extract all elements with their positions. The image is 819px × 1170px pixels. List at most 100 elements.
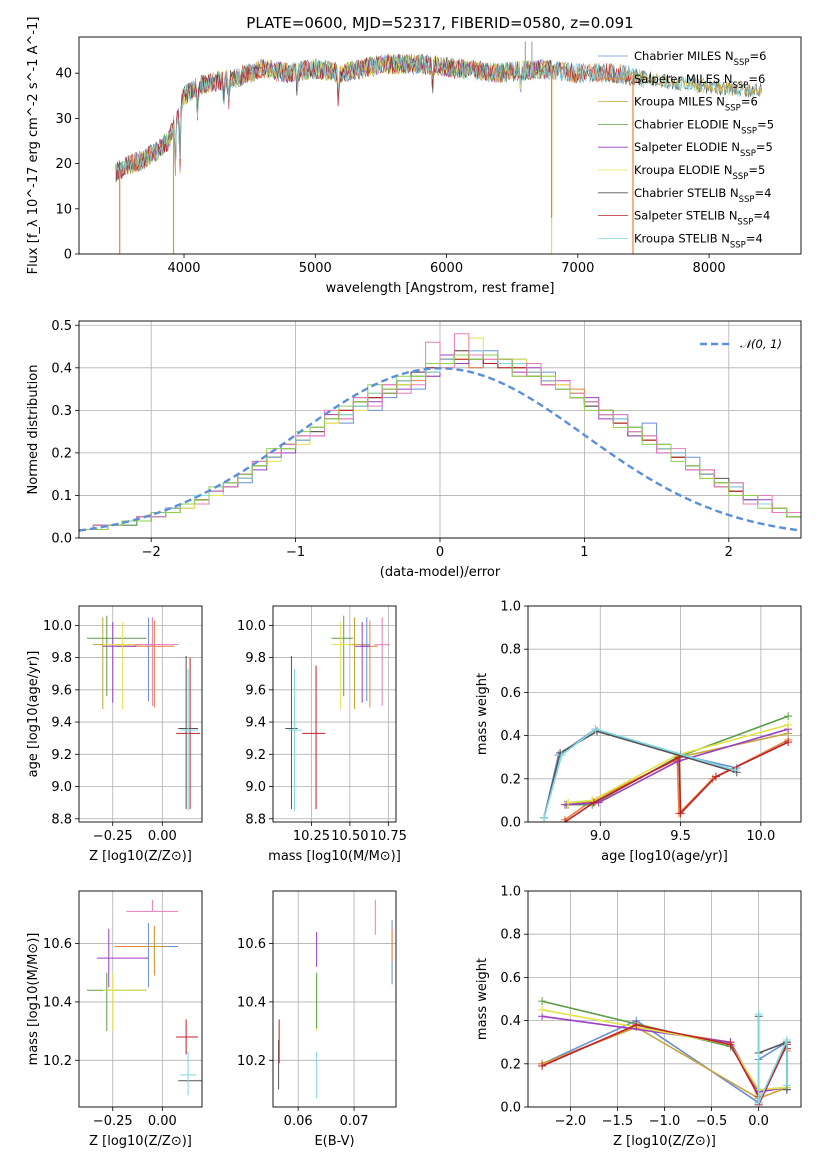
plot-area-age-vs-mass	[285, 615, 390, 811]
y-tick-label: 9.8	[245, 651, 266, 666]
errorbar-point	[302, 665, 326, 810]
y-tick-label: 10.2	[43, 1054, 72, 1069]
x-tick-label: −2	[142, 545, 161, 560]
errorbar-point	[114, 620, 175, 708]
legend-sub: SSP	[732, 172, 748, 182]
series-line	[564, 739, 789, 821]
y-tick-label: 0.1	[51, 489, 72, 504]
y-tick-label: 10.6	[43, 937, 72, 952]
x-tick-label: 1	[580, 545, 588, 560]
y-tick-label: 9.4	[245, 716, 266, 731]
x-tick-label: 0.0	[748, 1114, 769, 1129]
y-tick-label: 10	[55, 202, 72, 217]
y-tick-label: 30	[55, 112, 72, 127]
errorbar-point	[114, 923, 179, 988]
legend-text: Salpeter MILES N	[634, 72, 732, 86]
errorbar-point	[331, 615, 353, 697]
y-tick-label: 9.2	[51, 748, 72, 763]
legend-text: Kroupa MILES N	[634, 95, 725, 109]
errorbar-point	[180, 668, 199, 811]
legend-value: =4	[755, 186, 772, 200]
errorbar-point	[348, 617, 366, 710]
x-axis-label: Z [log10(Z/Z⊙)]	[613, 1134, 716, 1149]
legend-value: =6	[750, 49, 767, 63]
y-tick-label: 0.2	[500, 1057, 521, 1072]
legend-sub: SSP	[730, 240, 746, 250]
spectrum-line	[632, 69, 762, 98]
legend-sub: SSP	[740, 149, 756, 159]
y-tick-label: 0.3	[51, 404, 72, 419]
x-tick-label: 0.06	[284, 1114, 313, 1129]
errorbar-point	[86, 615, 147, 697]
y-tick-label: 8.8	[51, 812, 72, 827]
spectrum-line	[115, 54, 644, 181]
legend-label: 𝒩(0, 1)	[740, 337, 782, 351]
series-line	[564, 728, 789, 806]
plot-area-mass-weight-vs-Z	[538, 997, 791, 1107]
legend-text: Chabrier MILES N	[634, 49, 734, 63]
axes-frame	[527, 890, 802, 1108]
y-axis-label: Normed distribution	[26, 365, 41, 495]
legend-value: =4	[753, 209, 770, 223]
gaussian-curve	[79, 367, 801, 532]
legend-label: Kroupa MILES NSSP=6	[634, 95, 758, 114]
y-tick-label: 1.0	[500, 600, 521, 615]
figure-title: PLATE=0600, MJD=52317, FIBERID=0580, z=0…	[246, 14, 633, 32]
axes-mass-vs-ebv: 0.06 0.07 10.2 10.4 10.6 E(B-V)	[237, 890, 397, 1149]
legend-text: Chabrier ELODIE N	[634, 117, 741, 131]
legend-label: Chabrier STELIB NSSP=4	[634, 186, 771, 205]
plot-area-spectrum	[115, 41, 762, 254]
y-tick-label: 0.5	[51, 319, 72, 334]
axes-frame	[78, 605, 203, 823]
y-tick-label: 0	[64, 248, 72, 263]
axes-frame	[78, 320, 802, 539]
legend-label: Salpeter ELODIE NSSP=5	[634, 140, 773, 159]
y-axis-label: mass [log10(M/M⊙)]	[26, 933, 41, 1066]
errorbar-point	[354, 622, 370, 703]
x-tick-label: 4000	[167, 261, 200, 276]
series-line	[543, 728, 736, 818]
y-tick-label: 0.8	[500, 643, 521, 658]
y-axis-label: Flux [f_λ 10^-17 erg cm^-2 s^-1 A^-1]	[26, 17, 41, 275]
x-tick-label: 7000	[561, 261, 594, 276]
y-tick-label: 10.2	[237, 1054, 266, 1069]
y-tick-label: 0.2	[500, 772, 521, 787]
y-tick-label: 0.0	[51, 532, 72, 547]
errorbar-point	[114, 926, 167, 976]
y-tick-label: 9.6	[51, 683, 72, 698]
x-tick-label: −0.5	[696, 1114, 728, 1129]
axes-residuals: −2 −1 0 1 2 0.0 0.1 0.2 0.3 0.4 0.5 (data-model)/er…	[26, 319, 802, 580]
y-tick-label: 0.0	[500, 1101, 521, 1116]
x-tick-label: 0	[436, 545, 444, 560]
plot-area-mass-vs-ebv	[278, 899, 393, 1099]
x-tick-label: −1	[286, 545, 305, 560]
plot-area-residuals	[79, 333, 801, 532]
errorbar-point	[102, 622, 137, 703]
x-axis-label: E(B-V)	[314, 1134, 354, 1149]
y-tick-label: 1.0	[500, 885, 521, 900]
y-tick-label: 40	[55, 67, 72, 82]
errorbar-point	[285, 655, 298, 810]
axes-mass-vs-Z: −0.25 0.00 10.2 10.4 10.6 Z [log10(Z/Z⊙)] mass…	[26, 890, 203, 1149]
errorbar-point	[96, 928, 149, 988]
errorbar-point	[288, 668, 303, 811]
plot-area-age-vs-Z	[86, 615, 201, 811]
x-tick-label: −0.25	[93, 1114, 133, 1129]
y-tick-label: 0.6	[500, 971, 521, 986]
y-tick-label: 0.4	[500, 729, 521, 744]
x-tick-label: 0.07	[340, 1114, 369, 1129]
errorbar-point	[102, 972, 147, 1032]
axes-mass-weight-vs-Z: −2.0 −1.5 −1.0 −0.5 0.0 0.0 0.2 0.4 0.6 0.8 1.0 Z […	[475, 885, 802, 1149]
x-tick-label: 6000	[430, 261, 463, 276]
errorbar-point	[360, 620, 378, 708]
legend-text: Kroupa ELODIE N	[634, 163, 732, 177]
series-line	[757, 1014, 788, 1104]
x-tick-label: −2.0	[555, 1114, 587, 1129]
legend-text: Salpeter STELIB N	[634, 209, 737, 223]
spectrum-line	[115, 53, 644, 183]
histogram-step	[79, 354, 801, 530]
series-line	[568, 724, 789, 804]
x-tick-label: 8000	[693, 261, 726, 276]
y-tick-label: 0.4	[500, 1014, 521, 1029]
x-tick-label: 0.00	[148, 1114, 177, 1129]
